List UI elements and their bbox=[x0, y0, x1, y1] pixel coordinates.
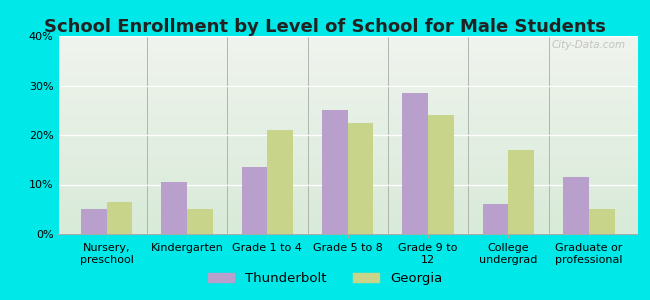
Bar bbox=[242, 167, 267, 234]
Bar bbox=[563, 177, 589, 234]
Bar bbox=[589, 209, 614, 234]
Bar bbox=[81, 209, 107, 234]
Bar bbox=[402, 93, 428, 234]
Legend: Thunderbolt, Georgia: Thunderbolt, Georgia bbox=[203, 267, 447, 290]
Bar bbox=[267, 130, 293, 234]
Bar bbox=[483, 204, 508, 234]
Text: City-Data.com: City-Data.com bbox=[551, 40, 625, 50]
Bar bbox=[322, 110, 348, 234]
Bar bbox=[187, 209, 213, 234]
Bar bbox=[107, 202, 133, 234]
Text: School Enrollment by Level of School for Male Students: School Enrollment by Level of School for… bbox=[44, 18, 606, 36]
Bar bbox=[161, 182, 187, 234]
Bar bbox=[508, 150, 534, 234]
Bar bbox=[428, 115, 454, 234]
Bar bbox=[348, 123, 374, 234]
